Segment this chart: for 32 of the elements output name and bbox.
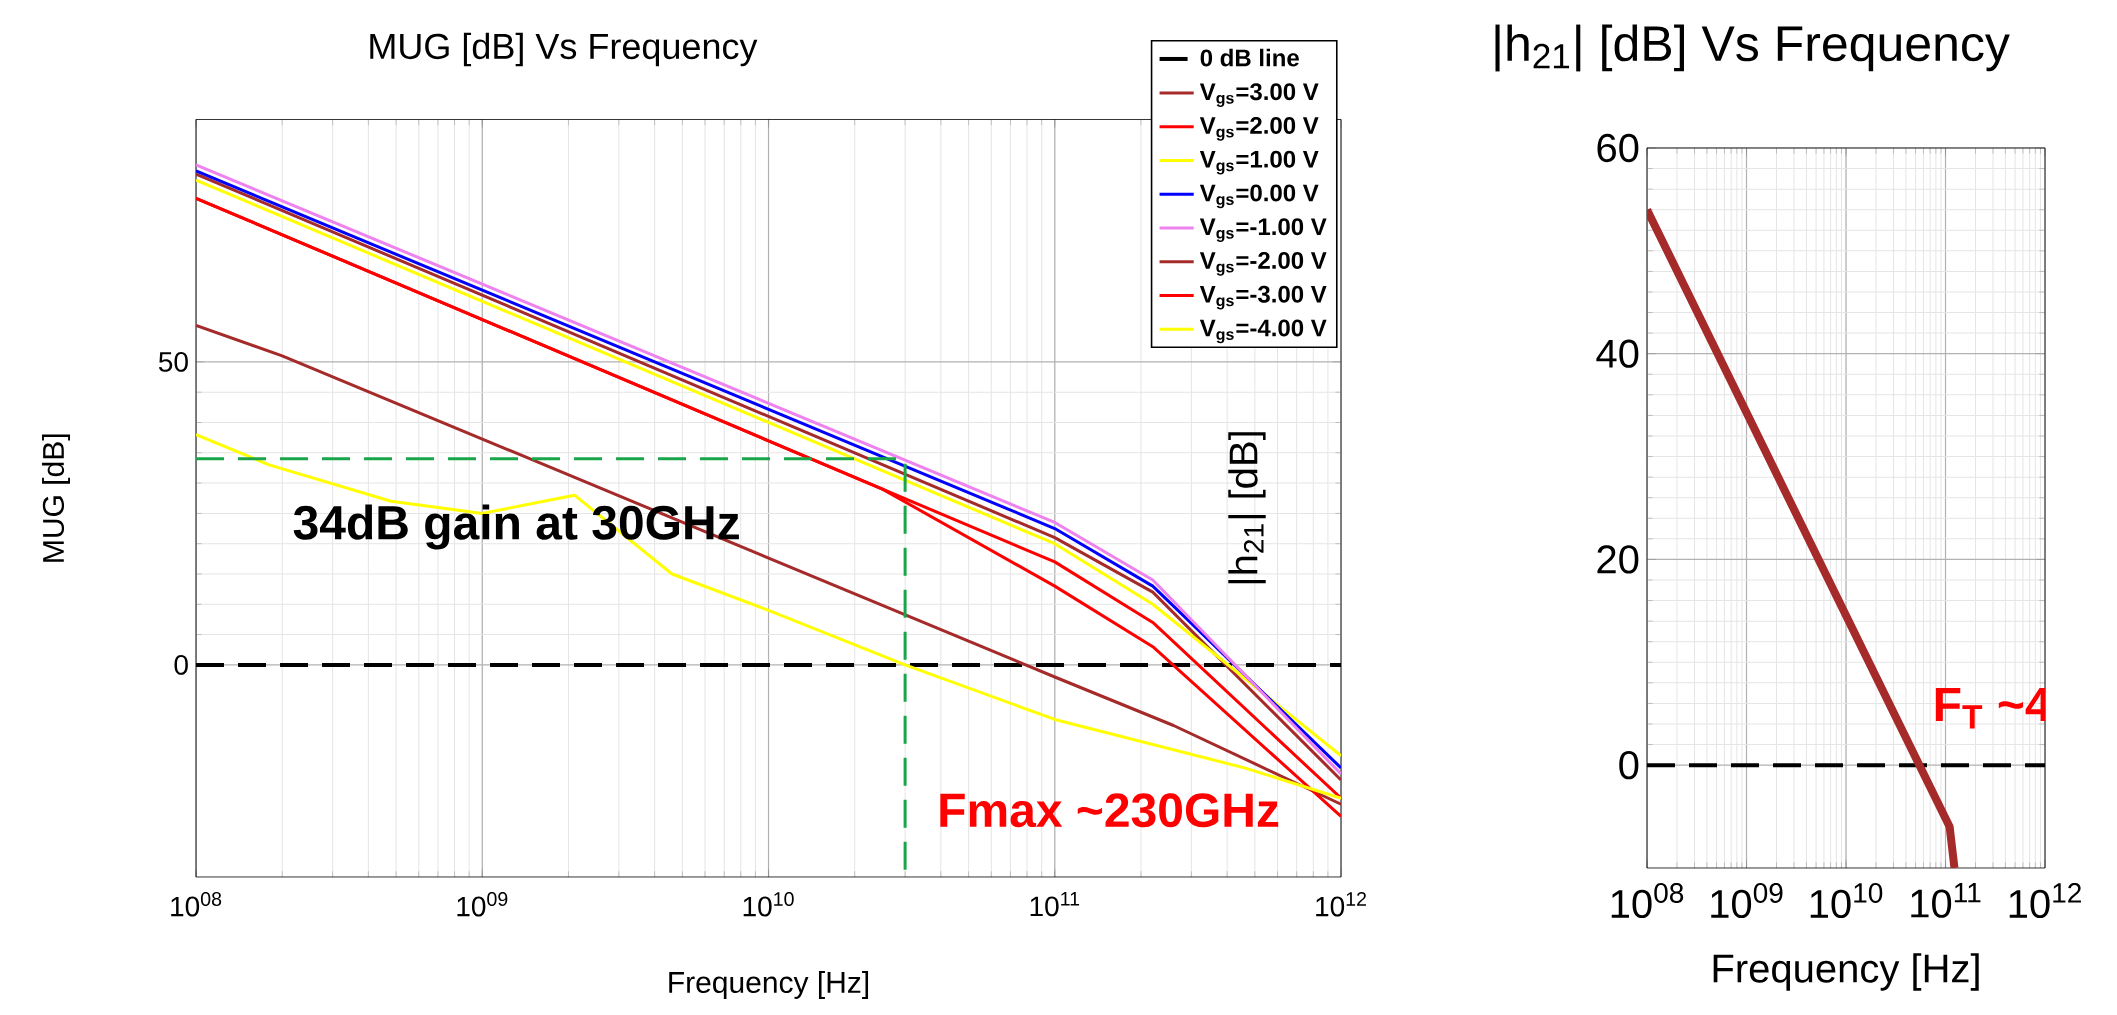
x-tick-label: 10$^{10}$ bbox=[743, 892, 794, 917]
x-tick-label: 10$^{09}$ bbox=[1711, 883, 1783, 919]
legend-label: V$_{gs}$=3.00 V bbox=[1199, 83, 1319, 107]
x-tick-label: 10$^{08}$ bbox=[171, 892, 222, 917]
legend-label: V$_{gs}$=0.00 V bbox=[1199, 184, 1319, 209]
y-tick-label: 0 bbox=[174, 654, 188, 675]
y-tick-label: 40 bbox=[1596, 339, 1639, 368]
legend-label: V$_{gs}$=-3.00 V bbox=[1199, 285, 1327, 310]
y-tick-label: 0 bbox=[1619, 750, 1639, 780]
chart-title: |h$_{21}$| [dB] Vs Frequency bbox=[1495, 24, 2010, 72]
legend-label: V$_{gs}$=-1.00 V bbox=[1199, 218, 1327, 242]
legend-label: V$_{gs}$=-2.00 V bbox=[1199, 251, 1327, 276]
y-tick-label: 20 bbox=[1597, 545, 1639, 574]
legend-label: V$_{gs}$=-4.00 V bbox=[1199, 319, 1327, 344]
annotation: Fmax ~230GHz bbox=[940, 793, 1279, 828]
legend-label: V$_{gs}$=1.00 V bbox=[1199, 150, 1319, 175]
x-tick-label: 10$^{10}$ bbox=[1810, 883, 1883, 919]
chart-title: MUG [dB] Vs Frequency bbox=[370, 32, 758, 67]
x-tick-label: 10$^{09}$ bbox=[457, 892, 508, 917]
x-tick-label: 10$^{12}$ bbox=[2009, 883, 2081, 919]
x-axis-title: Frequency [Hz] bbox=[1713, 953, 1979, 991]
y-axis-title: MUG [dB] bbox=[42, 434, 70, 562]
x-tick-label: 10$^{11}$ bbox=[1030, 892, 1080, 917]
legend-label: 0 dB line bbox=[1200, 48, 1299, 67]
x-tick-label: 10$^{11}$ bbox=[1911, 883, 1981, 918]
y-tick-label: 50 bbox=[158, 351, 188, 372]
y-tick-label: 60 bbox=[1597, 133, 1639, 163]
legend-label: V$_{gs}$=2.00 V bbox=[1199, 116, 1319, 141]
x-tick-label: 10$^{08}$ bbox=[1611, 883, 1684, 919]
x-tick-label: 10$^{12}$ bbox=[1316, 892, 1367, 917]
y-axis-title: |h$_{21}$| [dB] bbox=[1228, 432, 1266, 584]
x-axis-title: Frequency [Hz] bbox=[669, 971, 869, 999]
